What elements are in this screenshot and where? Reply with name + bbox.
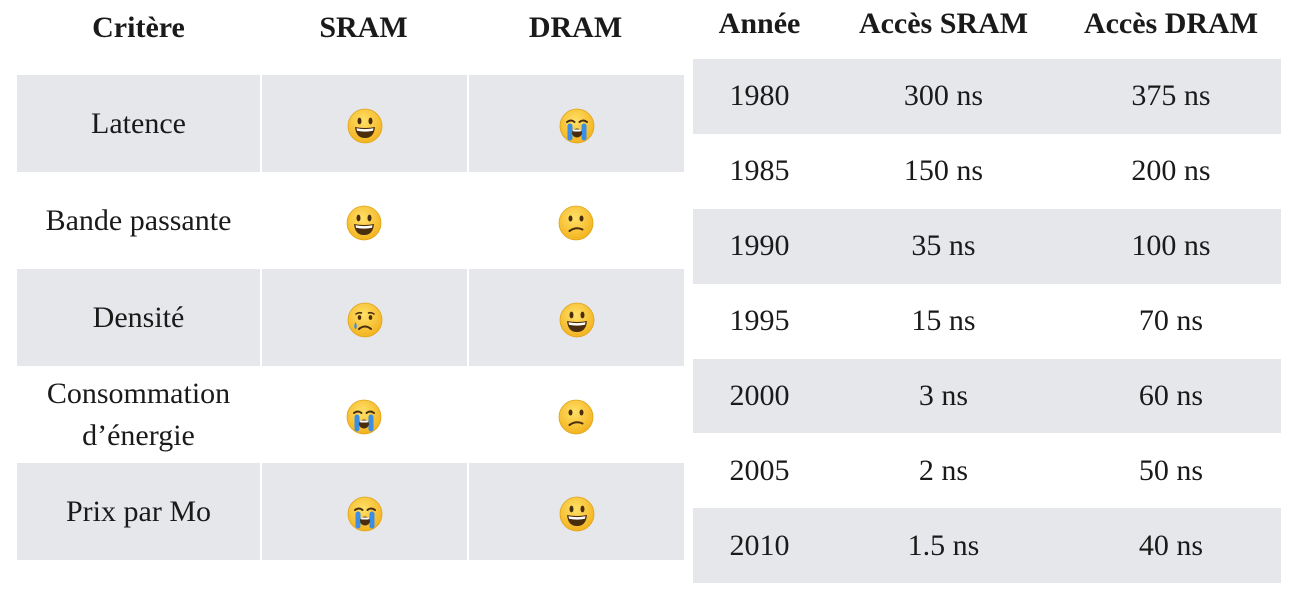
criterion-energy: Consommation d’énergie xyxy=(17,366,260,463)
crying-face-icon xyxy=(347,302,383,338)
year-cell: 2000 xyxy=(693,358,826,434)
header-year: Année xyxy=(718,6,801,40)
sram-access-cell: 300 ns xyxy=(826,59,1061,134)
dram-access-cell: 70 ns xyxy=(1138,304,1204,338)
sram-dram-comparison-table: Critère SRAM DRAM Latence Bande passante… xyxy=(17,0,684,560)
year-cell: 1985 xyxy=(729,154,790,188)
sram-access-cell: 1.5 ns xyxy=(826,508,1061,584)
dram-access-cell: 50 ns xyxy=(1138,453,1204,487)
table-row: 2000 3 ns 60 ns xyxy=(693,358,1281,434)
year-cell: 2010 xyxy=(693,508,826,584)
dram-access-cell: 40 ns xyxy=(1061,508,1281,584)
table-row: Bande passante xyxy=(17,172,684,269)
year-cell: 1990 xyxy=(693,208,826,284)
comparison-header-row: Critère SRAM DRAM xyxy=(17,0,684,56)
table-row: 1985 150 ns 200 ns xyxy=(693,134,1281,209)
grinning-face-icon xyxy=(346,205,382,241)
header-dram-access: Accès DRAM xyxy=(1083,6,1259,40)
criterion-latency: Latence xyxy=(17,75,260,172)
year-cell: 2005 xyxy=(729,453,790,487)
sram-access-cell: 150 ns xyxy=(903,154,984,188)
grinning-face-icon xyxy=(347,108,383,144)
header-sram-access: Accès SRAM xyxy=(858,6,1029,40)
sram-access-cell: 2 ns xyxy=(918,453,969,487)
year-cell: 1980 xyxy=(693,59,826,134)
loudly-crying-face-icon xyxy=(347,496,383,532)
table-row: 2010 1.5 ns 40 ns xyxy=(693,508,1281,584)
dram-access-cell: 375 ns xyxy=(1061,59,1281,134)
criterion-price: Prix par Mo xyxy=(17,463,260,560)
table-row: 1980 300 ns 375 ns xyxy=(693,59,1281,134)
loudly-crying-face-icon xyxy=(559,108,595,144)
access-time-table: Année Accès SRAM Accès DRAM 1980 300 ns … xyxy=(693,0,1281,584)
confused-face-icon xyxy=(558,205,594,241)
sram-access-cell: 3 ns xyxy=(826,358,1061,434)
header-criterion: Critère xyxy=(92,11,185,44)
sram-access-cell: 35 ns xyxy=(826,208,1061,284)
grinning-face-icon xyxy=(559,496,595,532)
grinning-face-icon xyxy=(559,302,595,338)
dram-access-cell: 200 ns xyxy=(1131,154,1211,188)
dram-access-cell: 60 ns xyxy=(1061,358,1281,434)
sram-access-cell: 15 ns xyxy=(911,304,976,338)
dram-access-cell: 100 ns xyxy=(1061,208,1281,284)
table-row: Consommation d’énergie xyxy=(17,366,684,463)
criterion-energy-line1: Consommation xyxy=(46,376,231,410)
header-dram: DRAM xyxy=(528,11,623,44)
confused-face-icon xyxy=(558,399,594,435)
table-row: Latence xyxy=(17,75,684,172)
criterion-density: Densité xyxy=(17,269,260,366)
criterion-energy-line2: d’énergie xyxy=(82,418,195,452)
table-row: 1990 35 ns 100 ns xyxy=(693,208,1281,284)
table-row: 1995 15 ns 70 ns xyxy=(693,284,1281,359)
header-sram: SRAM xyxy=(319,11,408,44)
table-row: Prix par Mo xyxy=(17,463,684,560)
year-cell: 1995 xyxy=(729,304,790,338)
timeline-header-row: Année Accès SRAM Accès DRAM xyxy=(693,0,1281,47)
loudly-crying-face-icon xyxy=(346,399,382,435)
table-row: 2005 2 ns 50 ns xyxy=(693,433,1281,508)
criterion-bandwidth: Bande passante xyxy=(45,203,232,237)
table-row: Densité xyxy=(17,269,684,366)
